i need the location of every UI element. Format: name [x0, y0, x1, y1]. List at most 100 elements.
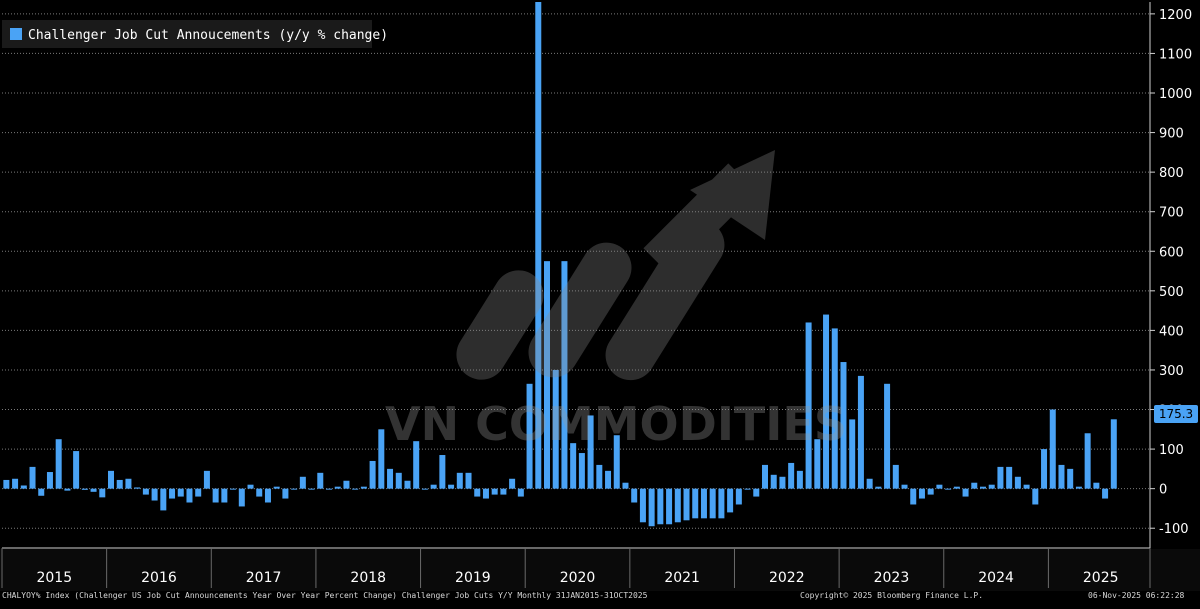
y-tick-label: 500: [1159, 285, 1184, 300]
bar: [3, 479, 10, 489]
bar: [474, 488, 481, 497]
x-axis-band: [0, 549, 1200, 591]
bar: [230, 488, 237, 490]
bar: [1023, 484, 1030, 489]
bar: [1014, 476, 1021, 489]
bar: [796, 470, 803, 489]
bar: [334, 486, 341, 489]
bar: [352, 488, 359, 490]
bar: [299, 476, 306, 489]
bar: [308, 488, 315, 490]
bar: [823, 314, 830, 489]
bar: [1058, 464, 1065, 489]
bar: [997, 466, 1004, 489]
bar: [203, 470, 210, 489]
watermark-icon: [456, 150, 775, 381]
bar: [186, 488, 193, 503]
bar: [421, 488, 428, 490]
bar: [831, 328, 838, 489]
bar: [99, 488, 106, 498]
bar: [639, 488, 646, 523]
legend-label: Challenger Job Cut Annoucements (y/y % c…: [28, 28, 388, 43]
last-value-box: [1154, 405, 1198, 423]
bar: [378, 429, 385, 489]
bar: [561, 261, 568, 489]
bar: [81, 488, 88, 490]
bar: [762, 464, 768, 489]
bar: [465, 472, 472, 489]
bar: [46, 472, 53, 489]
watermark-logo: VN COMMODITIES: [385, 150, 847, 451]
bar: [291, 488, 298, 490]
x-tick-label: 2019: [455, 570, 491, 586]
bar: [674, 488, 681, 523]
y-tick-label: 100: [1159, 443, 1184, 458]
footer-source: CHALYOY% Index (Challenger US Job Cut An…: [2, 591, 648, 600]
bar: [753, 488, 760, 497]
bar: [360, 486, 367, 489]
bar: [1041, 449, 1048, 489]
bar: [64, 488, 71, 491]
bar: [692, 488, 699, 519]
y-tick-label: 400: [1159, 324, 1184, 339]
bar: [387, 468, 394, 489]
bar: [927, 488, 934, 495]
bar: [648, 488, 655, 527]
bar: [936, 484, 943, 489]
bar: [264, 488, 271, 503]
x-axis: 2015 2016 2017 2018 2019 2020 2021 2022 2023 2024…: [0, 547, 1200, 591]
footer-timestamp: 06-Nov-2025 06:22:28: [1088, 591, 1185, 600]
bar: [212, 488, 219, 503]
bar: [125, 478, 132, 489]
bar: [1075, 486, 1082, 489]
legend-swatch: [10, 28, 22, 40]
bar: [962, 488, 969, 497]
bar: [918, 488, 925, 499]
bar: [369, 460, 376, 489]
bar: [1102, 488, 1109, 499]
bar: [613, 435, 620, 489]
y-tick-label: 900: [1159, 127, 1184, 142]
bar: [29, 466, 36, 489]
bar: [142, 488, 149, 495]
bar: [526, 383, 533, 489]
bar: [666, 488, 673, 525]
bar: [317, 472, 324, 489]
bar: [456, 472, 463, 489]
bar: [326, 488, 332, 490]
bar: [875, 486, 882, 489]
x-tick-label: 2016: [141, 570, 177, 586]
bar: [892, 464, 899, 489]
bar: [570, 443, 577, 489]
bar: [177, 488, 184, 497]
y-axis: -100010020030040050060070080090010001100…: [1149, 2, 1192, 548]
bar: [884, 383, 891, 489]
bar: [169, 488, 176, 499]
y-tick-label: 600: [1159, 245, 1184, 260]
last-value-label: 175.3: [1159, 407, 1193, 421]
watermark-text: VN COMMODITIES: [385, 397, 847, 451]
bar: [116, 479, 123, 489]
y-tick-label: -100: [1159, 522, 1189, 537]
bar: [90, 488, 97, 492]
bar: [945, 488, 952, 490]
bar: [622, 482, 629, 489]
bar: [1110, 419, 1117, 489]
bar: [491, 488, 498, 495]
bar: [727, 488, 734, 513]
x-tick-label: 2015: [36, 570, 72, 586]
bar: [273, 486, 280, 489]
bar: [953, 486, 960, 489]
bar: [439, 455, 446, 489]
bar: [700, 488, 707, 519]
x-tick-label: 2024: [978, 570, 1014, 586]
y-tick-label: 800: [1159, 166, 1184, 181]
bar: [404, 480, 411, 489]
y-tick-label: 0: [1159, 483, 1167, 498]
bar: [735, 488, 742, 505]
bar: [413, 441, 420, 489]
bar: [1084, 433, 1091, 489]
bar: [195, 488, 202, 497]
bar: [814, 439, 821, 489]
bar-series: [3, 2, 1117, 527]
